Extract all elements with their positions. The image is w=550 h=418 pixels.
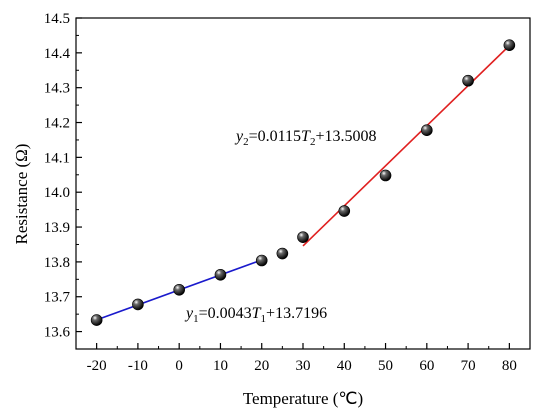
y-tick-label: 14.0	[44, 185, 70, 201]
x-tick-label: 50	[378, 358, 393, 374]
y-tick-label: 14.5	[44, 11, 70, 27]
y-tick-label: 13.7	[44, 290, 71, 306]
data-point	[255, 254, 268, 267]
data-point	[338, 205, 351, 217]
plot-frame	[75, 17, 531, 350]
x-tick-label: 10	[213, 358, 228, 374]
x-tick-label: 70	[461, 358, 476, 374]
fit-lines	[96, 45, 510, 321]
x-tick-label: 0	[175, 358, 183, 374]
y-tick-label: 13.6	[44, 325, 71, 341]
data-point	[421, 124, 433, 136]
data-point	[90, 314, 103, 326]
fit-line-2	[302, 45, 510, 247]
x-tick-label: 80	[502, 358, 517, 374]
y-tick-label: 14.2	[44, 116, 70, 132]
data-point	[462, 74, 474, 87]
data-points	[90, 39, 516, 326]
y-tick-label: 13.9	[44, 220, 70, 236]
data-point	[214, 268, 227, 281]
data-point	[173, 283, 185, 296]
x-tick-label: 60	[419, 358, 434, 374]
y-tick-label: 13.8	[44, 255, 70, 271]
x-tick-label: 40	[337, 358, 352, 374]
x-tick-label: 20	[254, 358, 269, 374]
data-point	[297, 231, 309, 243]
data-point	[503, 39, 516, 51]
x-axis-ticks: -20 -10 0 10 20 30 40 50 60 70 80	[87, 343, 517, 374]
y-tick-label: 14.4	[44, 46, 71, 62]
y-axis-title: Resistance (Ω)	[12, 144, 31, 245]
data-point	[379, 169, 392, 182]
y-tick-label: 14.1	[44, 150, 70, 166]
x-tick-label: -10	[128, 358, 148, 374]
fit-label-1: y1=0.0043T1+13.7196	[184, 305, 327, 325]
x-tick-label: 30	[296, 358, 311, 374]
y-axis-ticks: 13.6 13.7 13.8 13.9 14.0 14.1 14.2 14.3 14.4 14.5	[44, 11, 82, 341]
fit-label-2: y2=0.0115T2+13.5008	[234, 128, 376, 148]
x-tick-label: -20	[87, 358, 107, 374]
y-tick-label: 14.3	[44, 81, 70, 97]
x-axis-title: Temperature (℃)	[243, 389, 363, 408]
data-point	[132, 298, 144, 311]
data-point	[276, 247, 289, 260]
